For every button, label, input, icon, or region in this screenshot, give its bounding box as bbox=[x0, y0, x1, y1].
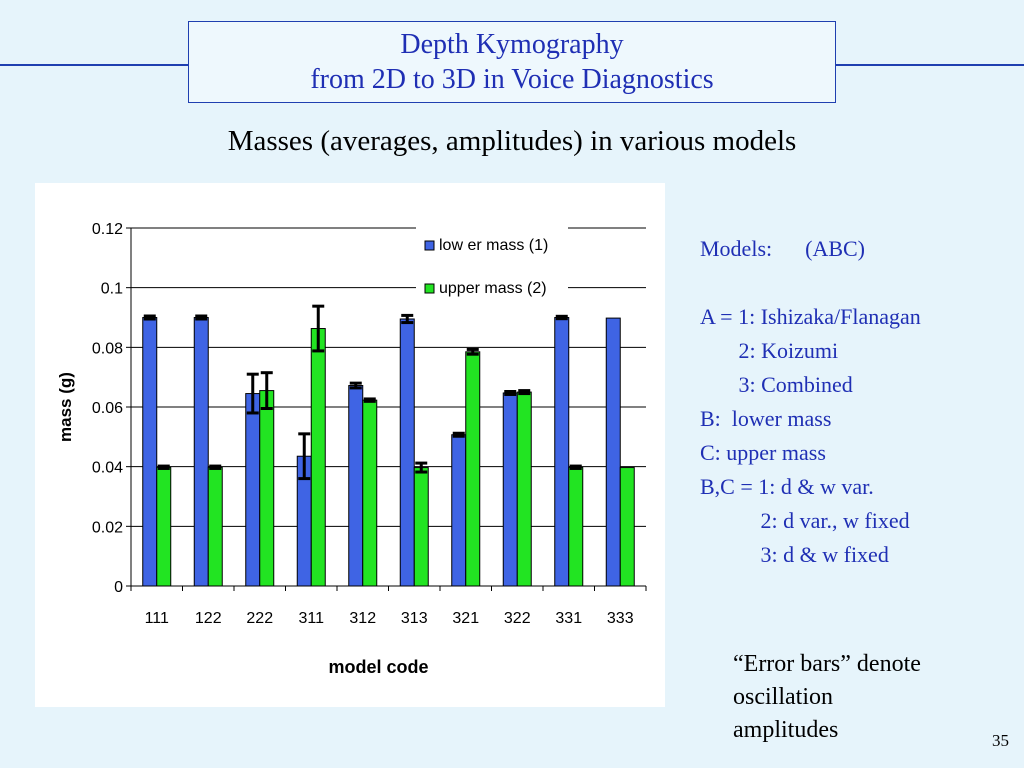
legend-box bbox=[416, 227, 568, 313]
header-rule-right bbox=[836, 64, 1024, 66]
models-notes: Models: (ABC) A = 1: Ishizaka/Flanagan 2… bbox=[700, 232, 921, 572]
y-tick-label: 0.06 bbox=[92, 400, 123, 417]
x-tick-label: 111 bbox=[145, 610, 169, 627]
bar-lower-mass bbox=[605, 317, 621, 587]
bar-upper-mass bbox=[465, 351, 481, 587]
slide-subtitle: Masses (averages, amplitudes) in various… bbox=[227, 125, 797, 157]
bar-lower-mass bbox=[245, 393, 261, 587]
bar-lower-mass bbox=[142, 317, 158, 587]
bar-lower-mass bbox=[502, 392, 518, 587]
legend-label-upper: upper mass (2) bbox=[439, 280, 547, 297]
notes-line: 2: Koizumi bbox=[700, 338, 839, 363]
slide-title-line-1: Depth Kymography bbox=[400, 29, 624, 60]
notes-line: B,C = 1: d & w var. bbox=[700, 474, 874, 499]
y-axis-label: mass (g) bbox=[56, 372, 75, 442]
notes-line: B: lower mass bbox=[700, 406, 832, 431]
legend-swatch-upper bbox=[424, 283, 435, 294]
bar-upper-mass bbox=[516, 391, 532, 587]
notes-line: 3: d & w fixed bbox=[700, 542, 889, 567]
x-tick-label: 331 bbox=[555, 610, 582, 627]
notes-line: C: upper mass bbox=[700, 440, 826, 465]
bar-upper-mass bbox=[259, 390, 275, 587]
bar-upper-mass bbox=[568, 466, 584, 587]
bar-upper-mass bbox=[362, 399, 378, 587]
x-tick-label: 333 bbox=[607, 610, 634, 627]
y-tick-label: 0.12 bbox=[92, 221, 123, 238]
y-tick-label: 0.1 bbox=[101, 281, 123, 298]
bar-upper-mass bbox=[310, 328, 326, 587]
notes-line: A = 1: Ishizaka/Flanagan bbox=[700, 304, 921, 329]
x-tick-label: 222 bbox=[246, 610, 273, 627]
caption-line: amplitudes bbox=[733, 717, 839, 743]
error-bars-caption: “Error bars” denote oscillation amplitud… bbox=[733, 648, 921, 747]
y-tick-label: 0 bbox=[114, 579, 123, 596]
slide-title-line-2: from 2D to 3D in Voice Diagnostics bbox=[310, 64, 714, 95]
notes-line: Models: (ABC) bbox=[700, 236, 865, 261]
bar-lower-mass bbox=[193, 317, 209, 587]
bar-upper-mass bbox=[156, 466, 172, 587]
notes-line bbox=[700, 266, 921, 300]
y-tick-label: 0.08 bbox=[92, 340, 123, 357]
legend-label-lower: low er mass (1) bbox=[439, 237, 548, 254]
notes-line: 2: d var., w fixed bbox=[700, 508, 910, 533]
page-number: 35 bbox=[992, 731, 1009, 750]
chart-panel: 0 0.02 0.04 0.06 0.08 0.1 0.12 111 122 222 311 312 3… bbox=[35, 183, 665, 707]
x-tick-label: 321 bbox=[452, 610, 479, 627]
y-tick-label: 0.02 bbox=[92, 519, 123, 536]
bar-lower-mass bbox=[451, 434, 467, 587]
caption-line: oscillation bbox=[733, 684, 833, 710]
x-tick-label: 322 bbox=[504, 610, 531, 627]
x-tick-label: 312 bbox=[349, 610, 376, 627]
title-box: Depth Kymography from 2D to 3D in Voice … bbox=[188, 21, 836, 103]
bar-lower-mass bbox=[348, 385, 364, 587]
x-axis-label: model code bbox=[328, 657, 428, 677]
bar-upper-mass bbox=[207, 466, 223, 587]
bar-lower-mass bbox=[554, 317, 570, 587]
caption-line: “Error bars” denote bbox=[733, 651, 921, 677]
y-tick-label: 0.04 bbox=[92, 460, 123, 477]
notes-line: 3: Combined bbox=[700, 372, 853, 397]
legend-swatch-lower bbox=[424, 240, 435, 251]
x-tick-label: 311 bbox=[298, 610, 324, 627]
x-tick-label: 122 bbox=[195, 610, 222, 627]
x-tick-label: 313 bbox=[401, 610, 428, 627]
header-rule-left bbox=[0, 64, 188, 66]
bar-lower-mass bbox=[399, 318, 415, 587]
bar-upper-mass bbox=[413, 467, 429, 587]
bar-chart: 0 0.02 0.04 0.06 0.08 0.1 0.12 111 122 222 311 312 3… bbox=[56, 221, 647, 677]
bar-upper-mass bbox=[619, 467, 635, 587]
